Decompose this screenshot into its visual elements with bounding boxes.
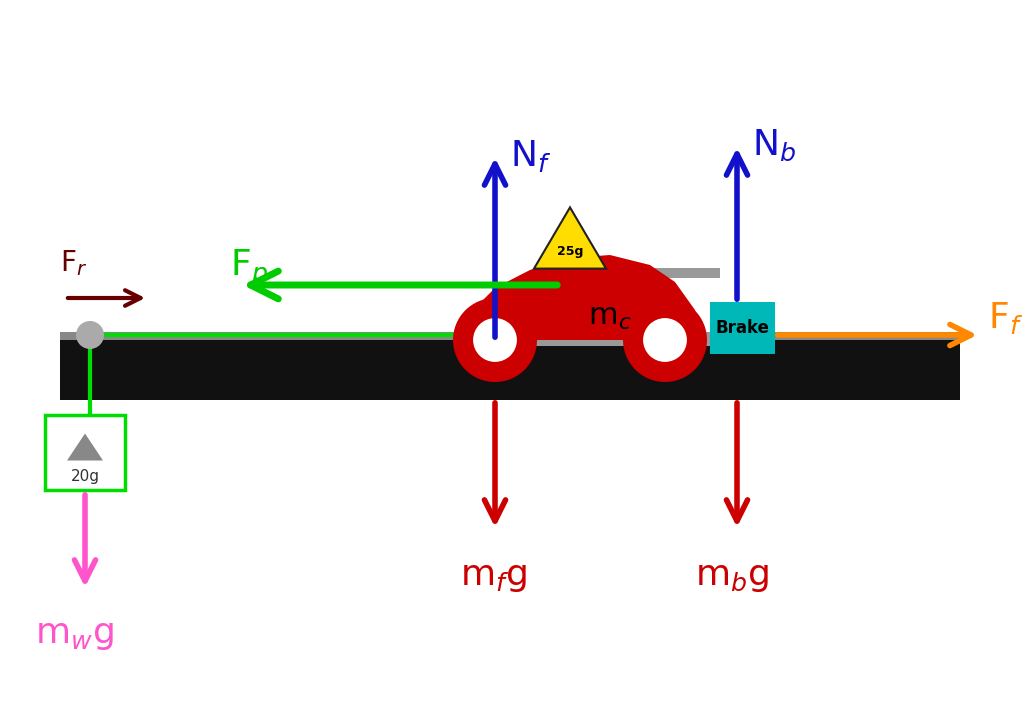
Bar <box>45 415 125 490</box>
Polygon shape <box>468 255 700 340</box>
Text: 20g: 20g <box>71 469 99 484</box>
Circle shape <box>641 316 689 364</box>
Circle shape <box>76 321 104 349</box>
Circle shape <box>623 298 707 382</box>
Text: Brake: Brake <box>716 319 769 337</box>
Bar <box>710 302 775 354</box>
Bar <box>60 332 961 346</box>
Text: N$_b$: N$_b$ <box>752 128 797 163</box>
Text: N$_f$: N$_f$ <box>510 138 552 174</box>
Text: F$_r$: F$_r$ <box>60 249 87 278</box>
Text: m$_f$g: m$_f$g <box>460 560 527 594</box>
Circle shape <box>453 298 537 382</box>
Text: m$_b$g: m$_b$g <box>695 560 769 594</box>
Polygon shape <box>67 433 103 460</box>
Polygon shape <box>652 268 720 278</box>
Polygon shape <box>534 208 606 268</box>
Circle shape <box>471 316 519 364</box>
Text: 25g: 25g <box>557 246 584 258</box>
Polygon shape <box>462 332 730 346</box>
Text: m$_w$g: m$_w$g <box>35 618 114 652</box>
Text: m$_c$: m$_c$ <box>588 304 632 333</box>
Text: F$_p$: F$_p$ <box>230 248 268 289</box>
Bar <box>60 340 961 400</box>
Text: F$_f$: F$_f$ <box>988 300 1023 336</box>
